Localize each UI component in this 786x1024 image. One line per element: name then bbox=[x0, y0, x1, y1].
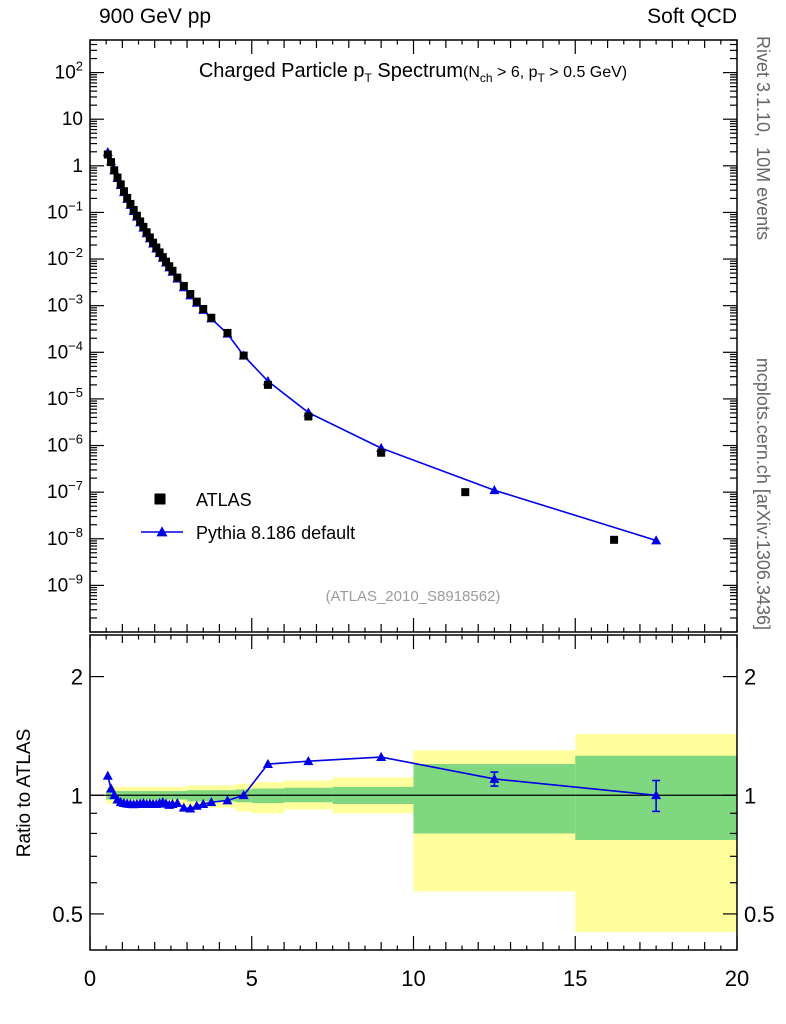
atlas-square-marker-icon bbox=[154, 493, 166, 505]
y-tick-label: 102 bbox=[55, 59, 83, 84]
mc-ratio-series bbox=[102, 751, 662, 813]
ratio-tick-label-right: 2 bbox=[744, 665, 756, 690]
title-text: Spectrum bbox=[372, 60, 463, 82]
x-tick-label: 15 bbox=[563, 966, 587, 991]
x-tick-label: 5 bbox=[246, 966, 258, 991]
y-tick-label: 10−6 bbox=[47, 432, 83, 457]
axis-ticks bbox=[89, 39, 738, 950]
title-cut-text: (N bbox=[463, 64, 480, 81]
y-tick-label: 10−5 bbox=[47, 385, 83, 410]
legend: ATLAS Pythia 8.186 default bbox=[141, 490, 355, 543]
plot-title: Charged Particle pT Spectrum(Nch > 6, pT… bbox=[199, 60, 627, 85]
mc-spectrum-series bbox=[102, 146, 662, 545]
analysis-watermark: (ATLAS_2010_S8918562) bbox=[326, 588, 501, 605]
chart-geometry: 10210110−110−210−310−410−510−610−710−810… bbox=[47, 39, 775, 991]
x-tick-label: 10 bbox=[401, 966, 425, 991]
ratio-tick-label-right: 1 bbox=[744, 783, 756, 808]
legend-label-pythia: Pythia 8.186 default bbox=[196, 523, 355, 543]
y-tick-label: 10−3 bbox=[47, 292, 83, 317]
rivet-version-label: Rivet 3.1.10, 10M events bbox=[753, 36, 773, 240]
y-tick-label: 10−1 bbox=[47, 198, 83, 223]
title-text: Charged Particle p bbox=[199, 60, 365, 82]
y-tick-label: 10−2 bbox=[47, 245, 83, 270]
title-subscript-pt: T bbox=[365, 71, 373, 85]
atlas-data-series bbox=[103, 150, 619, 544]
beam-energy-label: 900 GeV pp bbox=[99, 5, 211, 28]
x-tick-label: 0 bbox=[84, 966, 96, 991]
y-tick-label: 10−9 bbox=[47, 571, 83, 596]
ratio-tick-label-left: 0.5 bbox=[52, 902, 83, 927]
ratio-axis-title: Ratio to ATLAS bbox=[14, 729, 35, 858]
y-tick-label: 10−7 bbox=[47, 478, 83, 503]
title-subscript-nch: ch bbox=[480, 71, 493, 85]
process-group-label: Soft QCD bbox=[647, 5, 737, 28]
y-tick-label: 1 bbox=[72, 156, 83, 177]
legend-label-atlas: ATLAS bbox=[196, 490, 252, 510]
ratio-tick-label-left: 1 bbox=[71, 783, 83, 808]
ratio-tick-label-left: 2 bbox=[71, 665, 83, 690]
uncertainty-bands bbox=[106, 734, 737, 932]
ratio-tick-label-right: 0.5 bbox=[744, 902, 775, 927]
title-cut-text: > 6, p bbox=[493, 64, 538, 81]
title-cut-text: > 0.5 GeV) bbox=[545, 64, 627, 81]
y-tick-label: 10−8 bbox=[47, 525, 83, 550]
mcplots-attribution-label: mcplots.cern.ch [arXiv:1306.3436] bbox=[753, 358, 773, 630]
x-tick-label: 20 bbox=[725, 966, 749, 991]
mc-triangle-marker-icon bbox=[156, 526, 168, 537]
axis-tick-labels: 10210110−110−210−310−410−510−610−710−810… bbox=[47, 59, 775, 991]
y-tick-label: 10−4 bbox=[47, 338, 83, 363]
title-subscript-pt: T bbox=[538, 71, 546, 85]
y-tick-label: 10 bbox=[62, 109, 83, 130]
